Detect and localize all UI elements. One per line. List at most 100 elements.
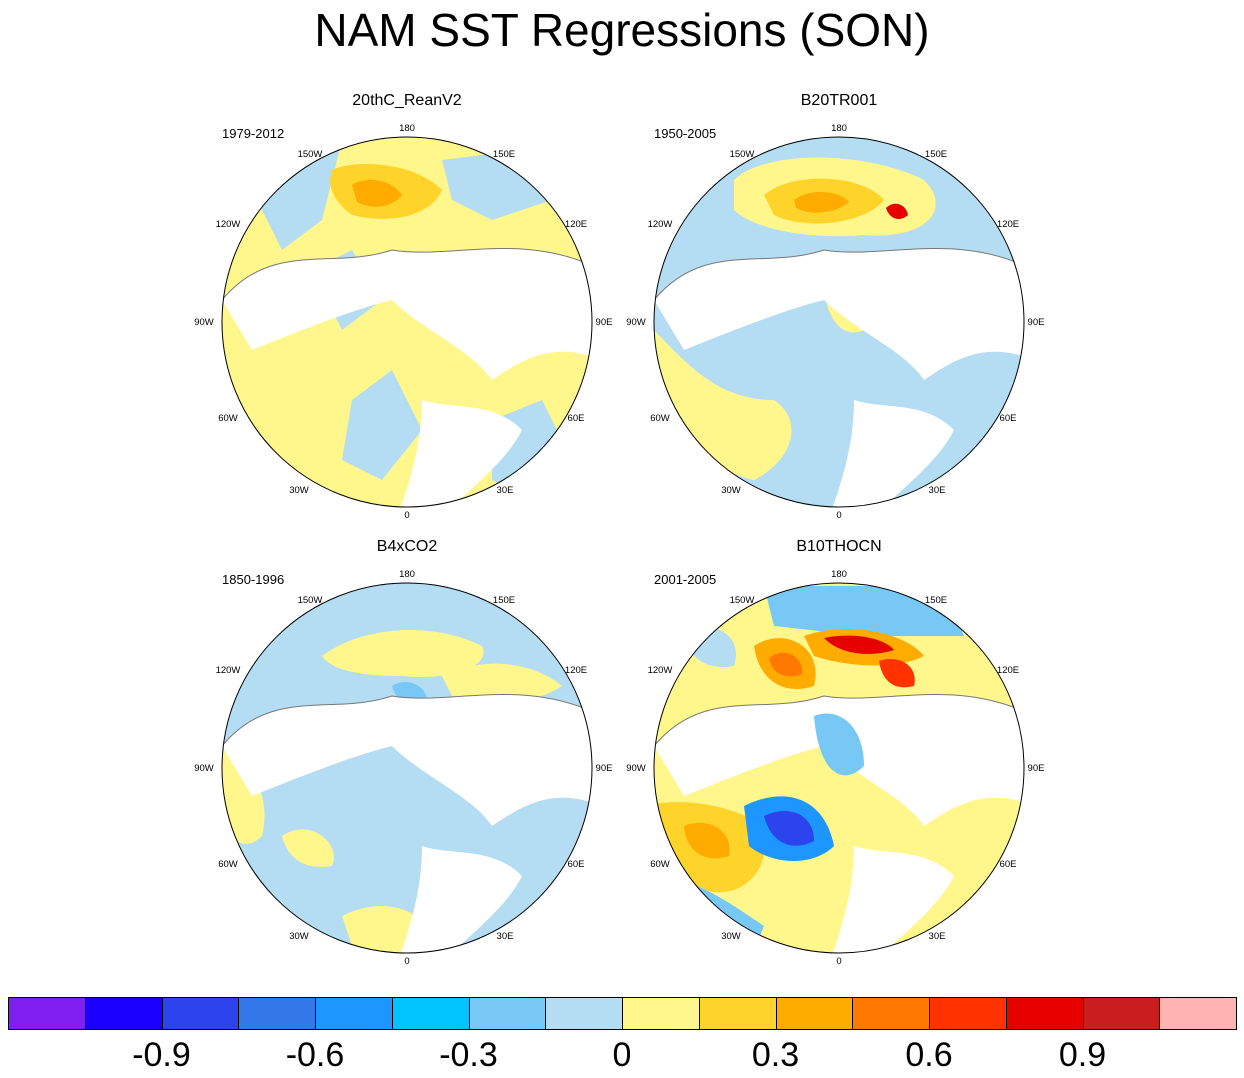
positive-region-weak	[654, 320, 792, 480]
panel-period: 1950-2005	[654, 126, 717, 141]
lon-label: 120W	[216, 219, 241, 230]
map-border	[221, 136, 593, 508]
lon-label: 30E	[929, 931, 946, 942]
colorbar-segment	[238, 997, 316, 1030]
lon-label: 90E	[1028, 317, 1045, 328]
positive-region-stronger	[769, 652, 803, 677]
lon-label: 60E	[568, 413, 585, 424]
lon-label: 150W	[298, 595, 323, 606]
lon-label: 120E	[565, 665, 587, 676]
positive-region-strong	[352, 179, 402, 207]
panel-b20tr001: B20TR001 1950-2005 180 150E 120E 90E 60E…	[624, 92, 1054, 530]
lon-label: 30W	[289, 485, 309, 496]
lon-label: 60W	[650, 413, 670, 424]
colorbar-segment	[698, 997, 777, 1030]
lon-label: 30W	[721, 931, 741, 942]
colorbar	[8, 997, 1237, 1032]
lon-label: 60E	[1000, 413, 1017, 424]
colorbar-tick-label: -0.6	[285, 1036, 345, 1074]
coastline	[222, 693, 592, 747]
colorbar-tick-label: -0.3	[439, 1036, 498, 1074]
map-border	[653, 136, 1025, 508]
lon-label: 120E	[565, 219, 587, 230]
land-mass	[392, 846, 522, 953]
map-border	[221, 582, 593, 954]
lon-label: 150E	[925, 595, 947, 606]
lon-label: 150W	[298, 149, 323, 160]
panel-period: 1979-2012	[222, 126, 285, 141]
lon-label: 180	[831, 123, 847, 134]
panel-title: B20TR001	[800, 92, 878, 109]
colorbar-tick-label: 0.3	[751, 1036, 800, 1074]
lon-label: 90E	[596, 763, 613, 774]
colorbar-segment	[391, 997, 470, 1030]
colorbar-segment	[1082, 997, 1161, 1030]
colorbar-segment	[161, 997, 240, 1030]
polar-map: 180 150E 120E 90E 60E 30E 0 30W 60W 90W …	[194, 123, 613, 521]
colorbar-segment	[545, 997, 623, 1030]
positive-region-weak	[282, 829, 334, 867]
land-mass	[222, 248, 592, 380]
positive-region-weak	[442, 663, 562, 703]
colorbar-tick-label: -0.9	[132, 1036, 191, 1074]
colorbar-tick-label: 0.9	[1058, 1036, 1107, 1074]
lon-label: 60E	[568, 859, 585, 870]
lon-label: 90E	[596, 317, 613, 328]
lon-label: 30E	[929, 485, 946, 496]
lon-label: 150E	[925, 149, 947, 160]
coastline	[654, 247, 1024, 301]
lon-label: 180	[831, 569, 847, 580]
polar-map: 180 150E 120E 90E 60E 30E 0 30W 60W 90W …	[626, 569, 1045, 967]
panel-title: B4xCO2	[376, 538, 438, 555]
colorbar-segment	[1159, 997, 1237, 1030]
lon-label: 120W	[216, 665, 241, 676]
lon-label: 120W	[648, 665, 673, 676]
lon-label: 150E	[493, 595, 515, 606]
colorbar-segment	[852, 997, 930, 1030]
lon-label: 90W	[626, 317, 646, 328]
negative-region-max	[764, 810, 814, 846]
lon-label: 30E	[497, 485, 514, 496]
colorbar-segment	[1005, 997, 1084, 1030]
panel-title: 20thC_ReanV2	[352, 92, 462, 109]
positive-region-max	[824, 635, 894, 654]
lon-label: 60W	[650, 859, 670, 870]
positive-region-max	[886, 203, 908, 220]
positive-region-max	[879, 658, 915, 688]
polar-map: 180 150E 120E 90E 60E 30E 0 30W 60W 90W …	[194, 569, 613, 967]
lon-label: 180	[399, 569, 415, 580]
colorbar-tick-label: 0	[612, 1036, 632, 1074]
colorbar-segment	[775, 997, 854, 1030]
map-border	[653, 582, 1025, 954]
land-mass	[824, 846, 954, 953]
land-mass	[824, 400, 954, 507]
colorbar-segment	[84, 997, 163, 1030]
colorbar-segment	[468, 997, 547, 1030]
lon-label: 90E	[1028, 763, 1045, 774]
lon-label: 120W	[648, 219, 673, 230]
positive-region-strong	[684, 822, 730, 859]
negative-region	[814, 713, 864, 776]
lon-label: 60E	[1000, 859, 1017, 870]
lon-label: 150W	[730, 149, 755, 160]
lon-label: 150E	[493, 149, 515, 160]
land-mass	[222, 694, 592, 826]
lon-label: 0	[836, 956, 841, 967]
panel-period: 2001-2005	[654, 572, 717, 587]
land-mass	[654, 248, 1024, 380]
polar-map: 180 150E 120E 90E 60E 30E 0 30W 60W 90W …	[626, 123, 1045, 521]
lon-label: 90W	[194, 763, 214, 774]
lon-label: 0	[836, 510, 841, 521]
lon-label: 0	[404, 510, 409, 521]
positive-region-weak	[322, 629, 484, 677]
lon-label: 150W	[730, 595, 755, 606]
colorbar-segment	[622, 997, 700, 1030]
lon-label: 60W	[218, 859, 238, 870]
positive-region-strong	[794, 191, 849, 213]
panel-b4xco2: B4xCO2 1850-1996 180 150E 120E 90E 60E 3…	[192, 538, 622, 976]
negative-region	[342, 370, 422, 480]
panel-b10thocn: B10THOCN 2001-2005 180 150E 120E 90E	[624, 538, 1054, 976]
lon-label: 60W	[218, 413, 238, 424]
lon-label: 0	[404, 956, 409, 967]
lon-label: 30E	[497, 931, 514, 942]
